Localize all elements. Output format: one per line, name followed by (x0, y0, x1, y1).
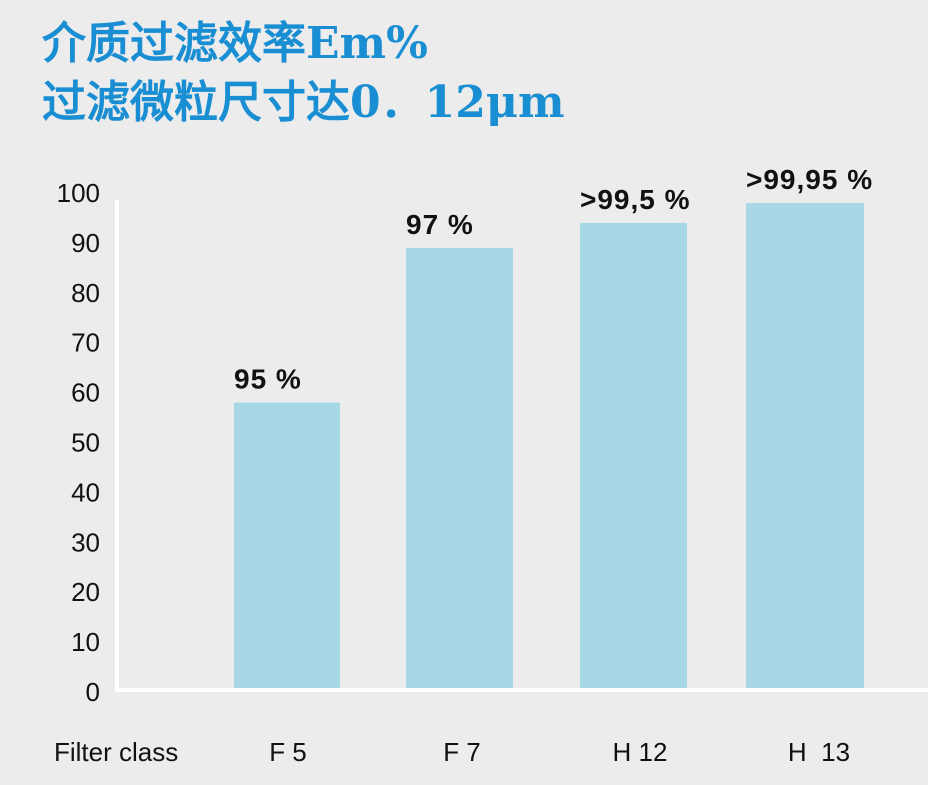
y-tick-label-70: 70 (71, 328, 100, 358)
y-axis-tick-labels: 0 10 20 30 40 50 60 70 80 90 100 (57, 178, 100, 707)
data-label-f-7: 97 % (406, 209, 474, 240)
bar-data-labels: 95 % 97 % >99,5 % >99,95 % (234, 164, 873, 395)
bar-f-7 (406, 247, 513, 690)
bar-f-5 (234, 402, 340, 690)
y-tick-label-30: 30 (71, 527, 100, 557)
y-tick-label-100: 100 (57, 178, 100, 208)
x-axis-category-labels: F 5 F 7 H 12 H 13 (269, 737, 850, 767)
y-tick-label-60: 60 (71, 378, 100, 408)
bars (234, 202, 864, 691)
x-tick-label-f-7: F 7 (443, 737, 481, 767)
chart-subtitle: 过滤微粒尺寸达0．12μm (42, 77, 565, 128)
data-label-h-13: >99,95 % (746, 164, 873, 195)
y-tick-label-40: 40 (71, 477, 100, 507)
y-tick-label-20: 20 (71, 577, 100, 607)
x-tick-label-h-12: H 12 (613, 737, 668, 767)
y-tick-label-80: 80 (71, 278, 100, 308)
y-tick-label-10: 10 (71, 627, 100, 657)
chart-title: 介质过滤效率Em% (42, 18, 428, 69)
y-tick-label-0: 0 (86, 677, 100, 707)
x-tick-label-f-5: F 5 (269, 737, 307, 767)
data-label-h-12: >99,5 % (580, 184, 691, 215)
bar-h-13 (746, 202, 864, 691)
bar-h-12 (580, 222, 687, 690)
data-label-f-5: 95 % (234, 364, 302, 395)
y-tick-label-90: 90 (71, 228, 100, 258)
y-tick-label-50: 50 (71, 428, 100, 458)
x-tick-label-h-13: H 13 (788, 737, 850, 767)
x-axis-label: Filter class (54, 737, 178, 767)
